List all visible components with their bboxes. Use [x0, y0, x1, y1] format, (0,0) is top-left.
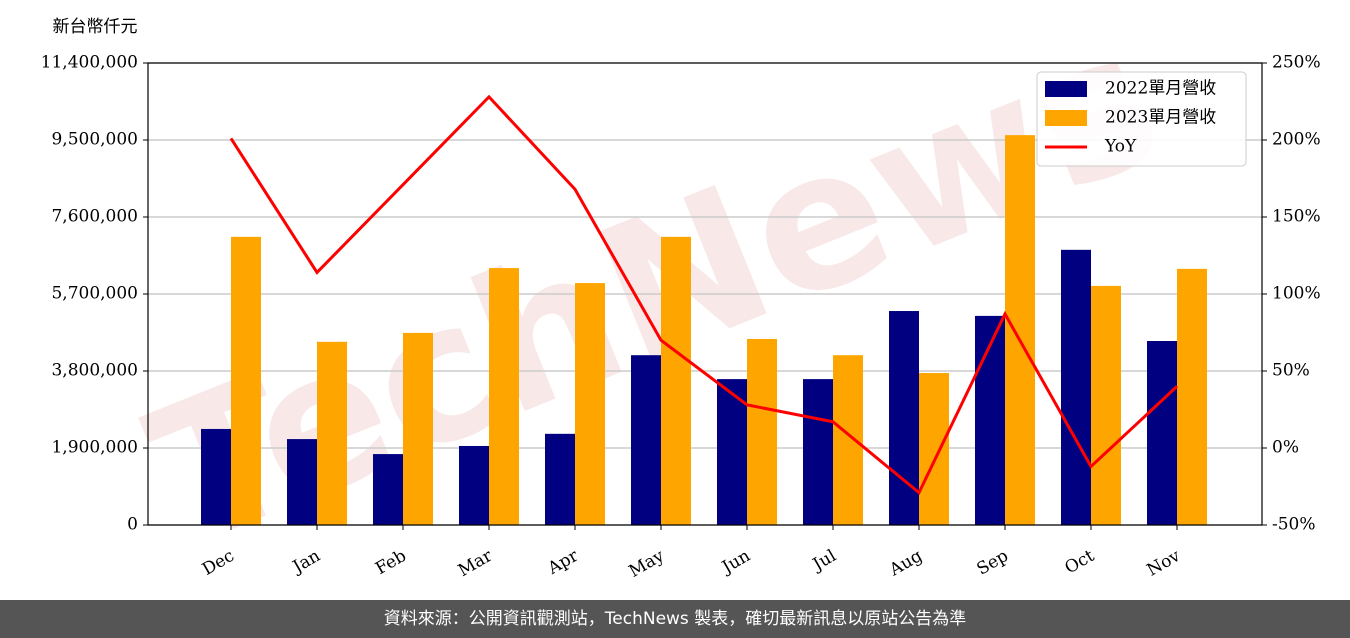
legend-swatch	[1045, 110, 1087, 126]
y2-tick-label: 50%	[1272, 361, 1310, 381]
chart: 新台幣仟元 TechNews 01,900,0003,800,0005,700,…	[41, 0, 1321, 588]
x-tick-label: May	[626, 546, 669, 582]
bar	[747, 338, 777, 525]
bar	[919, 373, 949, 525]
bar	[545, 433, 575, 525]
y2-tick-label: 100%	[1272, 284, 1321, 304]
legend-box	[1036, 71, 1247, 167]
bar	[489, 268, 519, 525]
bar	[1005, 135, 1035, 525]
bar	[631, 355, 661, 525]
x-tick-label: Jun	[717, 546, 754, 579]
y-tick-label: 9,500,000	[51, 130, 138, 150]
bar	[833, 355, 863, 525]
bar	[661, 236, 691, 525]
bar	[373, 454, 403, 525]
bar	[1061, 249, 1091, 526]
x-tick-label: Apr	[544, 545, 583, 579]
bar	[403, 332, 433, 525]
bar	[231, 236, 261, 525]
y2-tick-label: 0%	[1272, 438, 1299, 458]
y-tick-label: 3,800,000	[51, 361, 138, 381]
bar	[717, 379, 747, 525]
bar	[803, 379, 833, 525]
y-tick-label: 11,400,000	[41, 53, 138, 73]
x-tick-label: Mar	[455, 545, 497, 581]
footer: 資料來源：公開資訊觀測站，TechNews 製表，確切最新訊息以原站公告為準	[0, 600, 1350, 638]
y2-tick-label: 200%	[1272, 130, 1321, 150]
bar	[575, 283, 605, 525]
x-tick-label: Feb	[372, 546, 410, 579]
y-tick-label: 0	[127, 515, 138, 535]
y2-tick-label: -50%	[1272, 515, 1316, 535]
legend-label: 2023單月營收	[1105, 108, 1216, 128]
legend-swatch	[1045, 81, 1087, 97]
y-tick-label: 1,900,000	[51, 438, 138, 458]
y-tick-label: 7,600,000	[51, 207, 138, 227]
bar	[459, 445, 489, 525]
bar	[201, 428, 231, 525]
x-tick-label: Oct	[1062, 546, 1098, 579]
bar	[1147, 341, 1177, 525]
legend-label: 2022單月營收	[1105, 79, 1216, 99]
bar	[975, 315, 1005, 525]
y-axis-label: 新台幣仟元	[53, 17, 138, 37]
legend-label: YoY	[1104, 137, 1137, 157]
y2-tick-label: 150%	[1272, 207, 1321, 227]
x-tick-label: Aug	[885, 546, 926, 581]
y2-tick-label: 250%	[1272, 53, 1321, 73]
bar	[317, 341, 347, 525]
bar	[1091, 285, 1121, 525]
x-tick-label: Jul	[808, 546, 840, 576]
bar	[1177, 268, 1207, 525]
bar	[889, 311, 919, 525]
y-tick-label: 5,700,000	[51, 284, 138, 304]
yoy-line	[229, 94, 1179, 496]
plot-frame	[147, 62, 1263, 526]
x-tick-label: Nov	[1144, 546, 1184, 581]
bar	[287, 439, 317, 525]
x-tick-label: Sep	[974, 546, 1012, 580]
